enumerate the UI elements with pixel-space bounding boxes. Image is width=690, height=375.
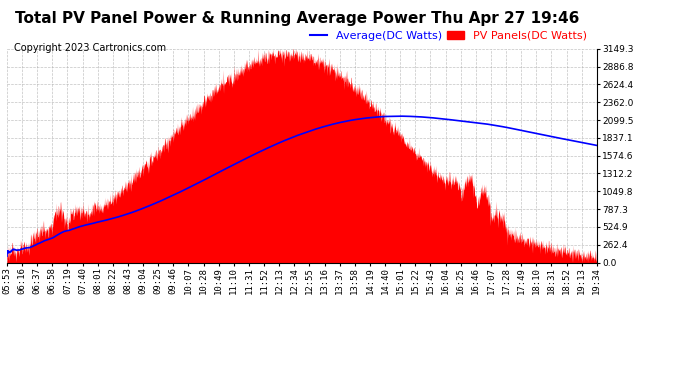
- Text: Total PV Panel Power & Running Average Power Thu Apr 27 19:46: Total PV Panel Power & Running Average P…: [14, 11, 579, 26]
- Text: Copyright 2023 Cartronics.com: Copyright 2023 Cartronics.com: [14, 43, 166, 53]
- Legend: Average(DC Watts), PV Panels(DC Watts): Average(DC Watts), PV Panels(DC Watts): [306, 27, 591, 45]
